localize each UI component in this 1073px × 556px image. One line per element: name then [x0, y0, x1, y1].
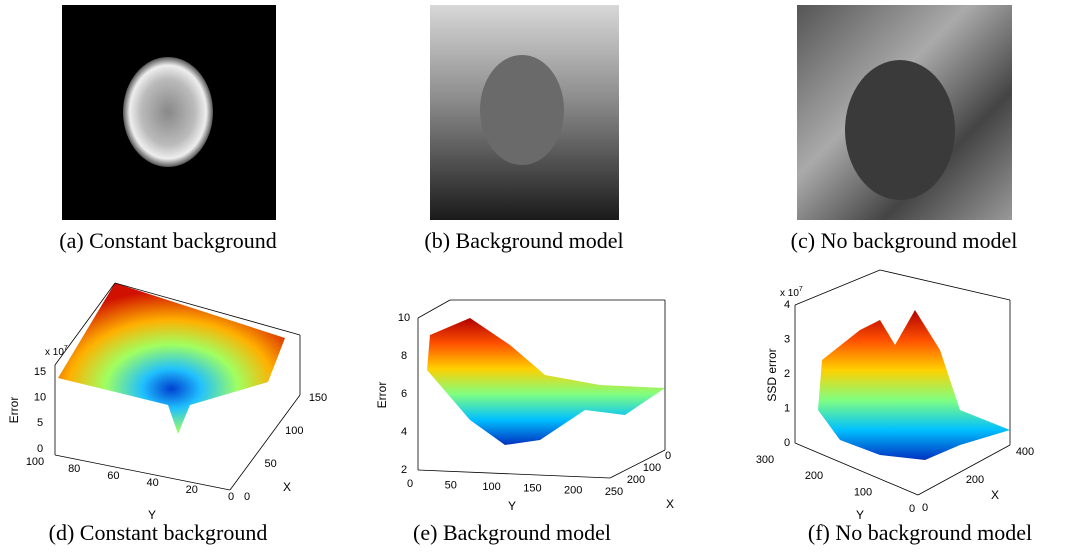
y-tick-label: 100 [26, 456, 44, 468]
z-axis-label: Error [375, 382, 389, 409]
caption: (d) Constant background [49, 520, 268, 545]
z-tick-label: 15 [34, 366, 46, 378]
y-tick-label: 40 [146, 477, 158, 489]
z-tick-label: 8 [401, 350, 407, 362]
x-tick-label: 400 [1016, 446, 1034, 458]
axis-edge [794, 269, 881, 306]
z-tick-label: 5 [37, 417, 43, 429]
x-tick-label: 0 [665, 450, 671, 462]
exponent-base: x 10 [45, 347, 64, 358]
axis-edge [879, 269, 1011, 301]
z-tick-label: 1 [784, 402, 790, 414]
axis-edge [794, 442, 919, 496]
axis-edge [229, 394, 301, 491]
x-tick-label: 0 [922, 502, 928, 514]
axis-edge [609, 449, 666, 479]
y-tick-label: 20 [186, 484, 198, 496]
caption: (b) Background model [424, 228, 623, 253]
axis-edge [417, 469, 611, 479]
y-tick-label: 0 [407, 478, 413, 490]
x-tick-label: 50 [265, 458, 277, 470]
image-c-figure [845, 60, 955, 200]
y-tick-label: 150 [523, 483, 541, 495]
exponent-power: 7 [64, 345, 68, 352]
y-tick-label: 50 [445, 480, 457, 492]
z-tick-label: 10 [398, 312, 410, 324]
y-tick-label: 80 [68, 463, 80, 475]
y-tick-label: 60 [107, 470, 119, 482]
caption: (f) No background model [808, 520, 1032, 545]
axis-edge [417, 299, 451, 319]
x-axis-label: X [283, 480, 291, 494]
z-tick-label: 6 [401, 388, 407, 400]
caption: (c) No background model [791, 228, 1018, 253]
z-tick-label: 2 [401, 464, 407, 476]
z-axis-label: SSD error [765, 348, 779, 401]
axis-edge [114, 282, 301, 336]
x-tick-label: 200 [627, 474, 645, 486]
image-a-brain [123, 57, 213, 167]
axis-edge [54, 282, 116, 366]
y-tick-label: 300 [756, 454, 774, 466]
z-tick-label: 10 [34, 392, 46, 404]
y-axis-label: Y [856, 508, 864, 522]
z-axis-label: Error [7, 397, 21, 424]
y-tick-label: 100 [482, 481, 500, 493]
exponent-base: x 10 [780, 288, 799, 299]
y-tick-label: 100 [854, 487, 872, 499]
y-tick-label: 200 [564, 484, 582, 496]
axis-edge [54, 454, 231, 491]
x-tick-label: 200 [966, 474, 984, 486]
image-b-face [480, 55, 564, 165]
exponent-power: 7 [799, 286, 803, 293]
y-axis-label: Y [508, 499, 516, 513]
z-tick-label: 0 [37, 443, 43, 455]
y-axis-label: Y [148, 508, 156, 522]
y-tick-label: 0 [909, 503, 915, 515]
surface-f [818, 310, 1010, 460]
y-tick-label: 200 [805, 470, 823, 482]
x-tick-label: 100 [285, 425, 303, 437]
surface-e [427, 318, 665, 445]
exponent: x 107 [45, 345, 68, 358]
caption: (a) Constant background [59, 228, 277, 253]
z-tick-label: 4 [401, 426, 407, 438]
z-tick-label: 2 [784, 368, 790, 380]
caption: (e) Background model [413, 520, 611, 545]
x-tick-label: 150 [309, 392, 327, 404]
surface-d [58, 283, 285, 434]
exponent: x 107 [780, 286, 803, 299]
x-axis-label: X [666, 497, 674, 511]
axis-edge [917, 444, 1011, 496]
y-tick-label: 250 [605, 486, 623, 498]
x-axis-label: X [991, 488, 999, 502]
z-tick-label: 4 [784, 299, 790, 311]
x-tick-label: 100 [643, 462, 661, 474]
z-tick-label: 0 [784, 437, 790, 449]
x-tick-label: 0 [244, 491, 250, 503]
z-tick-label: 3 [784, 333, 790, 345]
y-tick-label: 0 [228, 491, 234, 503]
